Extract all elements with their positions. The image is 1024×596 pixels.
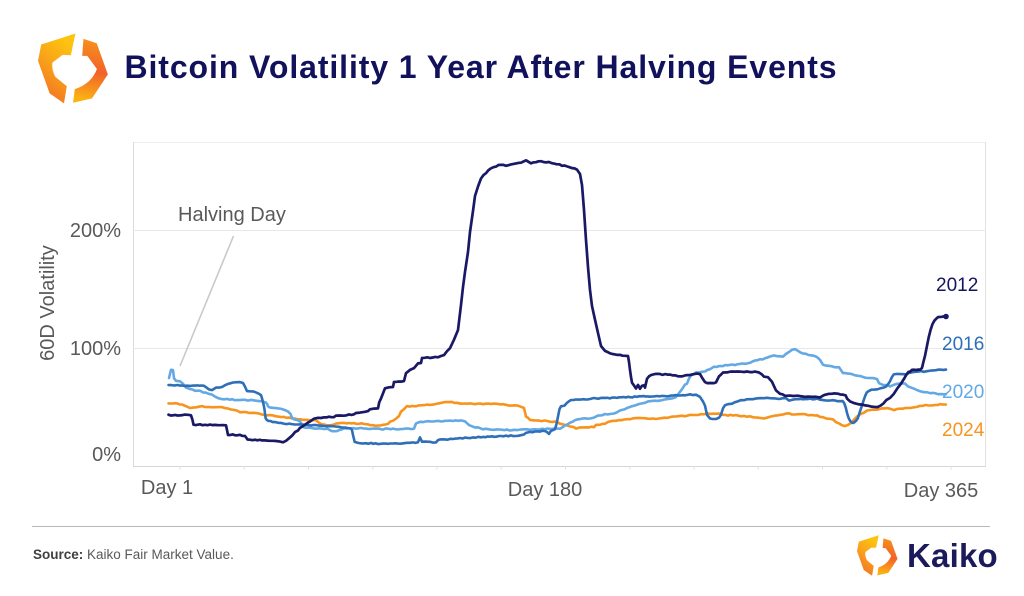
svg-text:60D Volatility: 60D Volatility (37, 245, 59, 361)
svg-text:200%: 200% (70, 220, 121, 242)
svg-text:0%: 0% (92, 444, 121, 466)
svg-text:Source: Kaiko Fair Market Valu: Source: Kaiko Fair Market Value. (33, 547, 234, 562)
svg-text:2016: 2016 (942, 334, 984, 355)
svg-text:Day 365: Day 365 (904, 480, 979, 502)
svg-text:Kaiko: Kaiko (907, 537, 998, 574)
svg-text:2020: 2020 (942, 382, 984, 403)
svg-text:Day 1: Day 1 (141, 477, 193, 499)
svg-text:Halving Day: Halving Day (178, 204, 286, 226)
svg-text:2024: 2024 (942, 420, 985, 441)
svg-text:Bitcoin Volatility 1 Year Afte: Bitcoin Volatility 1 Year After Halving … (125, 49, 838, 85)
svg-text:100%: 100% (70, 338, 121, 360)
svg-text:2012: 2012 (936, 275, 978, 296)
svg-text:Day 180: Day 180 (508, 479, 583, 501)
